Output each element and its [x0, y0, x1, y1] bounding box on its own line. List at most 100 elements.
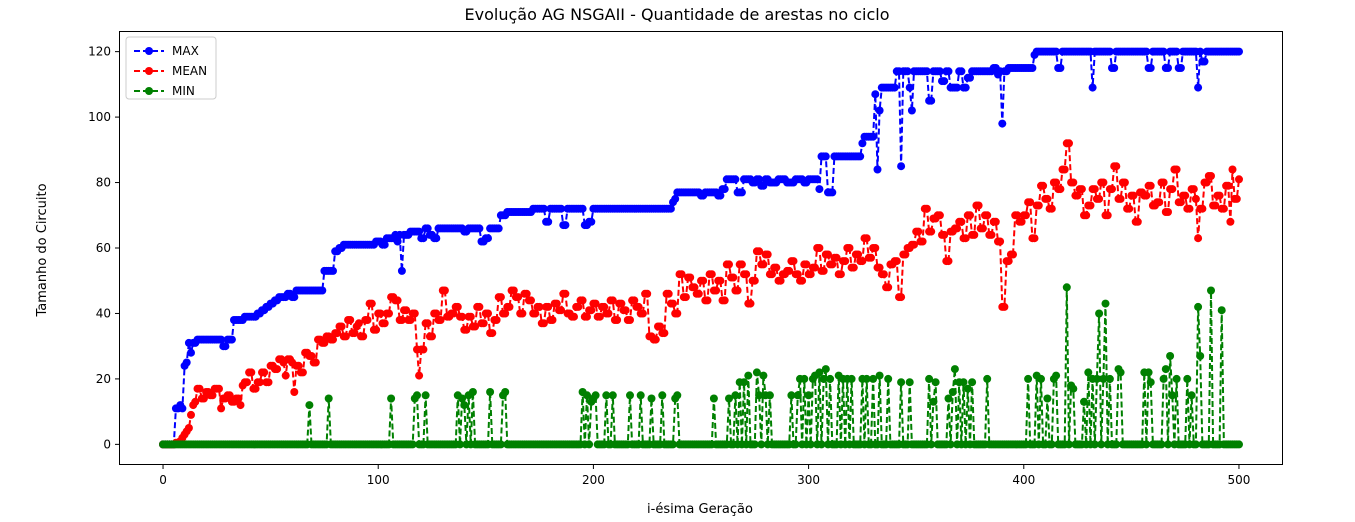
data-point-mean [1232, 194, 1241, 203]
data-point-min [501, 388, 510, 396]
data-point-mean [587, 306, 596, 315]
data-point-min [460, 401, 469, 410]
data-point-max [290, 293, 299, 302]
data-point-max [737, 188, 746, 197]
x-tick-label: 400 [1012, 473, 1035, 487]
data-point-mean [1194, 234, 1203, 243]
data-point-min [757, 440, 766, 449]
data-point-mean [1198, 204, 1207, 213]
data-point-max [1172, 47, 1181, 56]
data-point-mean [604, 309, 613, 318]
data-point-mean [1021, 211, 1030, 220]
data-point-max [475, 224, 484, 233]
series-mean [159, 139, 1243, 449]
data-point-min [817, 440, 826, 449]
data-point-min [800, 374, 809, 383]
data-point-mean [1065, 139, 1073, 148]
data-point-mean [828, 260, 837, 269]
data-point-mean [824, 250, 832, 259]
data-point-min [1207, 286, 1215, 295]
data-point-min [585, 440, 594, 449]
data-point-max [871, 90, 880, 99]
data-point-mean [281, 371, 290, 380]
data-point-max [821, 152, 830, 161]
data-point-mean [484, 309, 492, 318]
data-point-mean [505, 302, 514, 311]
x-tick-label: 0 [159, 473, 167, 487]
data-point-max [813, 175, 822, 184]
data-point-mean [1133, 217, 1142, 226]
data-point-mean [329, 335, 337, 344]
data-point-mean [1039, 181, 1048, 190]
data-point-max [393, 237, 402, 246]
data-point-mean [1228, 165, 1237, 174]
series-max [159, 47, 1243, 449]
data-point-mean [608, 296, 617, 305]
data-point-mean [1000, 302, 1009, 311]
data-point-mean [1017, 217, 1026, 226]
data-point-mean [802, 260, 811, 269]
data-point-mean [492, 316, 501, 324]
data-point-mean [1176, 198, 1185, 207]
data-point-mean [595, 312, 604, 321]
data-point-min [1052, 371, 1061, 380]
data-point-max [666, 204, 675, 213]
data-point-min [1099, 374, 1108, 383]
data-point-max [856, 152, 865, 161]
data-point-mean [208, 391, 217, 400]
data-point-mean [419, 345, 428, 354]
data-point-mean [879, 270, 888, 279]
data-point-max [759, 181, 768, 190]
data-point-mean [991, 217, 1000, 226]
data-point-min [750, 440, 759, 449]
data-point-mean [673, 309, 682, 318]
data-point-min [602, 391, 611, 400]
data-point-min [931, 378, 940, 387]
data-point-min [1047, 440, 1056, 449]
data-point-mean [307, 352, 316, 360]
data-point-mean [901, 250, 910, 259]
data-point-max [944, 67, 953, 76]
data-point-min [759, 371, 768, 380]
data-point-max [1196, 47, 1205, 56]
data-point-mean [613, 316, 622, 324]
y-tick-label: 120 [88, 45, 111, 59]
data-point-mean [755, 247, 764, 256]
data-point-mean [1043, 194, 1052, 203]
data-point-mean [1034, 201, 1043, 210]
data-point-max [869, 132, 878, 141]
data-point-mean [514, 293, 523, 302]
data-point-mean [785, 266, 794, 275]
data-point-min [486, 388, 495, 396]
data-point-min [821, 365, 830, 374]
data-point-mean [570, 312, 578, 321]
data-point-mean [970, 230, 979, 239]
data-point-mean [548, 316, 557, 324]
data-point-mean [471, 322, 480, 331]
data-point-mean [1142, 191, 1151, 200]
data-point-min [709, 394, 718, 403]
data-point-mean [750, 276, 759, 285]
data-point-max [578, 204, 587, 213]
data-point-min [905, 378, 914, 387]
data-point-mean [793, 270, 802, 279]
y-tick-label: 60 [96, 241, 111, 255]
data-point-max [731, 175, 740, 184]
data-point-min [658, 391, 667, 400]
data-point-mean [518, 309, 527, 318]
data-point-min [847, 374, 856, 383]
data-point-min [458, 394, 467, 403]
data-point-mean [1224, 181, 1233, 190]
data-point-mean [1090, 185, 1099, 194]
data-point-max [221, 342, 230, 351]
y-axis-label: Tamanho do Circuito [35, 183, 50, 317]
data-point-max [561, 221, 570, 230]
x-axis: 0 100 200 300 400 500 [159, 464, 1250, 487]
data-point-max [1146, 64, 1155, 72]
data-point-mean [1146, 181, 1155, 190]
data-point-mean [638, 309, 647, 318]
data-point-mean [854, 250, 863, 259]
legend-marker-min [145, 87, 153, 95]
data-point-mean [539, 319, 548, 328]
data-point-min [305, 401, 314, 410]
